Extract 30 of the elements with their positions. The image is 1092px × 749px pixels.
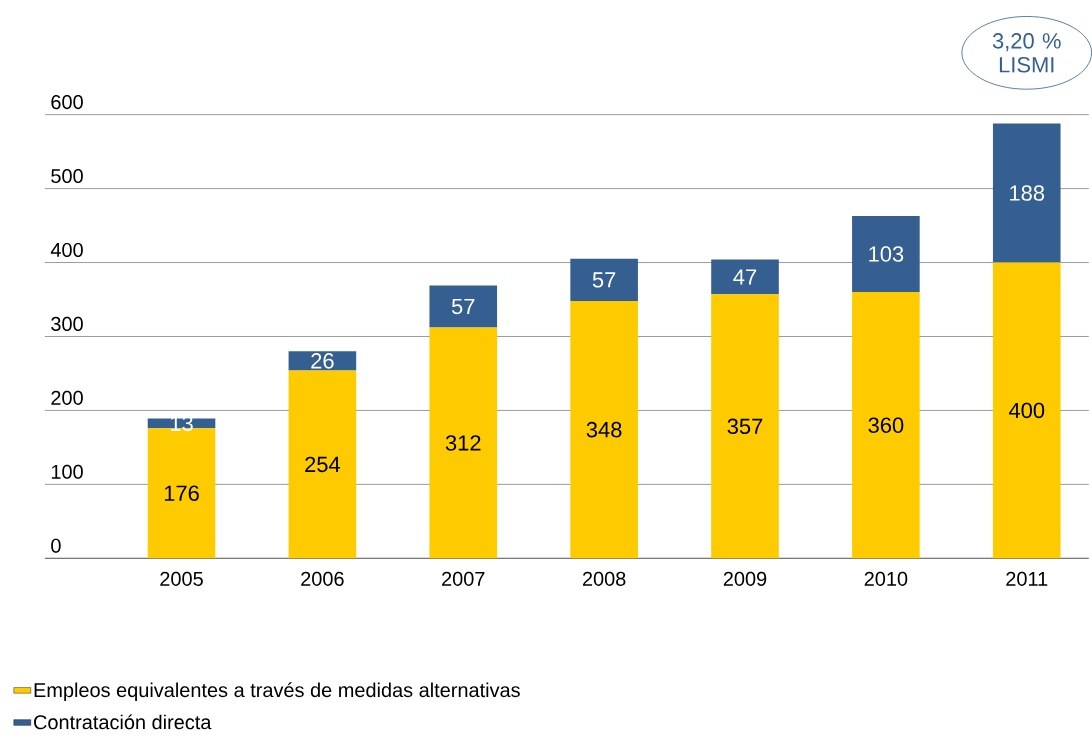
data-label: 47	[733, 269, 757, 285]
x-tick-label: 2011	[1006, 571, 1048, 587]
data-label: 357	[727, 418, 763, 435]
x-tick-label: 2005	[160, 571, 203, 587]
y-tick-label: 600	[51, 95, 83, 110]
data-label: 254	[305, 456, 341, 473]
y-tick-label: 500	[51, 169, 83, 184]
data-label: 360	[868, 417, 904, 434]
legend-label: Contratación directa	[34, 714, 212, 730]
data-label: 400	[1008, 402, 1045, 419]
x-tick-label: 2007	[442, 571, 485, 587]
text: 3,20 % LISMI	[992, 33, 1061, 73]
data-label: 57	[451, 299, 475, 315]
data-label: 57	[592, 272, 616, 288]
data-label: 103	[869, 246, 904, 262]
x-tick-label: 2008	[582, 571, 626, 587]
y-tick-label: 400	[50, 243, 83, 258]
data-label: 312	[445, 435, 481, 451]
y-tick-label: 100	[51, 464, 83, 479]
data-label: 188	[1010, 185, 1045, 201]
data-label: 176	[164, 485, 199, 502]
y-tick-label: 300	[51, 316, 83, 332]
x-tick-label: 2009	[723, 571, 767, 587]
legend-label: Empleos equivalentes a través de medidas alternativas	[34, 682, 520, 702]
x-tick-label: 2006	[301, 571, 344, 587]
data-label: 348	[586, 422, 622, 438]
y-tick-label: 0	[51, 538, 61, 553]
x-tick-label: 2010	[864, 571, 908, 587]
y-tick-label: 200	[51, 390, 83, 406]
data-label: 26	[311, 353, 334, 369]
